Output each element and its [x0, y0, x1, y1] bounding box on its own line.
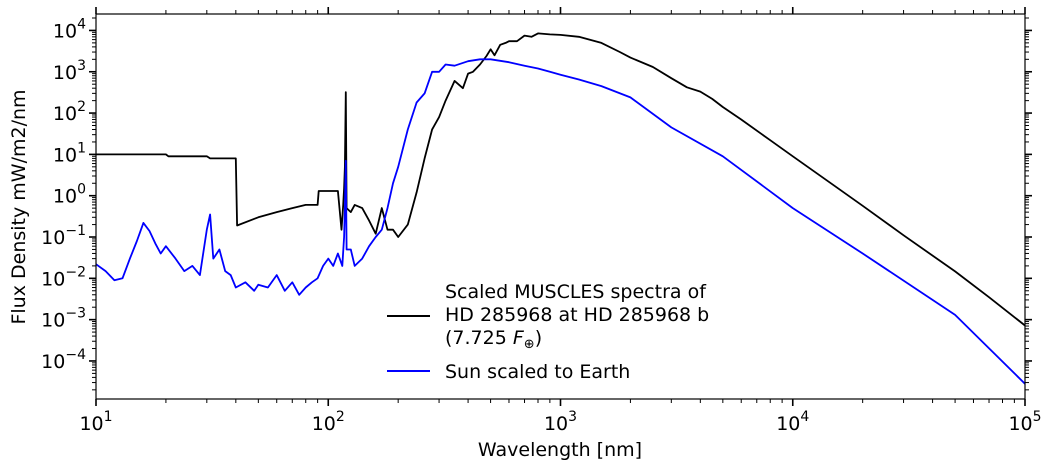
legend-label-sun: Sun scaled to Earth: [445, 361, 630, 383]
legend-label-muscles-line3-close: ): [535, 327, 542, 349]
y-tick-label: 101: [53, 140, 86, 166]
plot-frame: [95, 13, 1026, 400]
legend-label-muscles-line3-earth: ⊕: [524, 337, 535, 352]
legend: Scaled MUSCLES spectra of HD 285968 at H…: [387, 281, 709, 383]
x-tick-label: 101: [79, 409, 112, 435]
legend-label-muscles-line3: (7.725 F⊕): [445, 327, 542, 352]
legend-label-muscles-line1: Scaled MUSCLES spectra of: [445, 281, 707, 303]
x-tick-label: 103: [544, 409, 577, 435]
x-tick-labels: 101 102 103 104 105: [79, 409, 1041, 435]
x-tick-label: 102: [312, 409, 345, 435]
legend-label-muscles-line3-f: F: [513, 327, 525, 349]
y-tick-labels: 10−4 10−3 10−2 10−1 100 101 102 103 104: [41, 16, 86, 373]
series-line-1: [95, 58, 1026, 385]
x-axis-label: Wavelength [nm]: [478, 439, 642, 461]
y-axis-label: Flux Density mW/m2/nm: [8, 89, 30, 324]
y-tick-label: 104: [53, 16, 86, 42]
y-tick-label: 10−1: [41, 223, 86, 249]
x-tick-label: 105: [1008, 409, 1041, 435]
y-tick-label: 100: [53, 182, 86, 208]
y-tick-label: 10−4: [41, 347, 86, 373]
legend-label-muscles-line3-open: (7.725: [445, 327, 513, 349]
y-tick-label: 10−2: [41, 264, 86, 290]
y-tick-label: 102: [53, 99, 86, 125]
legend-label-muscles-line2: HD 285968 at HD 285968 b: [445, 304, 709, 326]
y-tick-label: 10−3: [41, 306, 86, 332]
series-layer: [95, 32, 1026, 385]
x-tick-label: 104: [776, 409, 809, 435]
series-line-0: [96, 32, 1026, 327]
ticks-layer: [89, 7, 1032, 406]
y-tick-label: 103: [53, 58, 86, 84]
